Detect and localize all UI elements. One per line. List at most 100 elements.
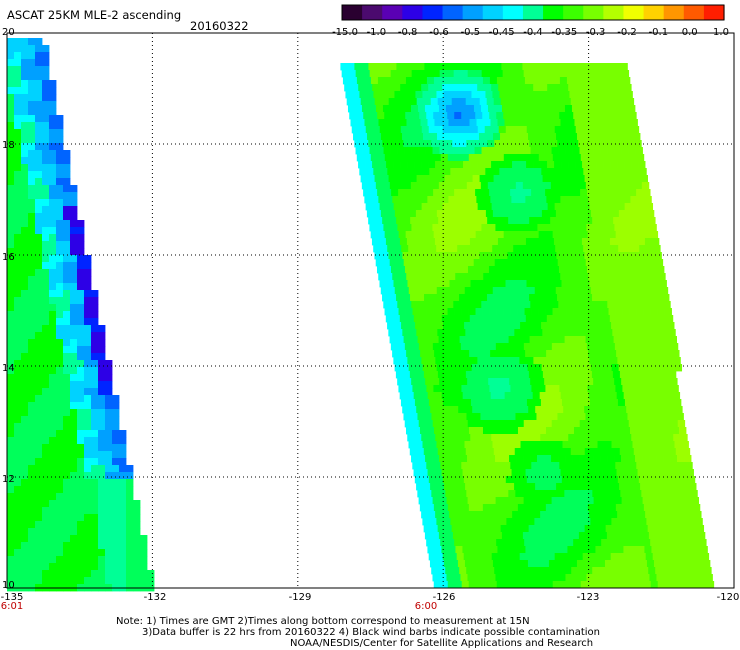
swath-pixel	[70, 416, 78, 424]
swath-pixel	[349, 77, 358, 85]
swath-pixel	[583, 322, 591, 330]
swath-pixel	[429, 287, 438, 295]
swath-pixel	[488, 266, 497, 274]
swath-pixel	[21, 514, 29, 522]
swath-pixel	[467, 343, 476, 351]
swath-pixel	[447, 581, 456, 589]
swath-pixel	[426, 462, 434, 470]
swath-pixel	[691, 574, 699, 582]
swath-pixel	[21, 465, 29, 473]
swath-pixel	[639, 518, 647, 526]
swath-pixel	[467, 455, 475, 463]
swath-pixel	[28, 255, 36, 263]
swath-pixel	[14, 269, 22, 277]
swath-pixel	[84, 318, 92, 326]
swath-pixel	[607, 455, 615, 463]
swath-pixel	[408, 168, 416, 176]
swath-pixel	[589, 553, 598, 561]
swath-pixel	[622, 462, 630, 470]
swath-pixel	[21, 528, 29, 536]
swath-pixel	[510, 581, 519, 589]
swath-pixel	[496, 231, 505, 239]
swath-pixel	[593, 343, 602, 351]
swath-pixel	[84, 353, 92, 361]
swath-pixel	[460, 455, 468, 463]
swath-pixel	[524, 385, 532, 393]
swath-pixel	[49, 129, 57, 137]
swath-pixel	[430, 525, 439, 533]
swath-pixel	[7, 451, 15, 459]
swath-pixel	[505, 84, 513, 92]
swath-pixel	[56, 129, 64, 137]
swath-pixel	[606, 567, 614, 575]
swath-pixel	[604, 210, 613, 218]
swath-pixel	[439, 455, 447, 463]
swath-pixel	[449, 511, 457, 519]
swath-pixel	[70, 479, 78, 487]
swath-pixel	[514, 329, 522, 337]
swath-pixel	[492, 518, 500, 526]
swath-pixel	[441, 392, 450, 400]
swath-pixel	[543, 182, 552, 190]
swath-pixel	[597, 364, 606, 372]
swath-pixel	[528, 406, 536, 414]
swath-pixel	[601, 385, 609, 393]
swath-pixel	[625, 168, 633, 176]
swath-pixel	[594, 462, 602, 470]
swath-pixel	[35, 192, 43, 200]
swath-pixel	[683, 567, 691, 575]
swath-pixel	[84, 430, 92, 438]
swath-pixel	[474, 497, 483, 505]
swath-pixel	[530, 224, 538, 232]
swath-pixel	[49, 220, 57, 228]
swath-pixel	[397, 224, 405, 232]
swath-pixel	[7, 374, 15, 382]
swath-pixel	[355, 70, 364, 78]
swath-pixel	[467, 266, 476, 274]
swath-pixel	[436, 364, 445, 372]
swath-pixel	[596, 399, 605, 407]
swath-pixel	[384, 231, 393, 239]
swath-pixel	[607, 497, 616, 505]
swath-pixel	[585, 532, 594, 540]
swath-pixel	[431, 140, 439, 148]
swath-pixel	[410, 294, 418, 302]
swath-pixel	[42, 416, 50, 424]
swath-pixel	[652, 399, 661, 407]
swath-pixel	[437, 371, 446, 379]
swath-pixel	[563, 252, 571, 260]
swath-pixel	[590, 560, 599, 568]
swath-pixel	[506, 322, 514, 330]
swath-pixel	[580, 427, 589, 435]
swath-pixel	[656, 343, 665, 351]
swath-pixel	[484, 434, 492, 442]
swath-pixel	[443, 518, 451, 526]
swath-pixel	[56, 269, 64, 277]
swath-pixel	[465, 448, 474, 456]
swath-pixel	[362, 70, 371, 78]
swath-pixel	[439, 147, 447, 155]
swath-pixel	[105, 430, 113, 438]
swath-pixel	[7, 549, 15, 557]
swath-pixel	[501, 140, 509, 148]
swath-pixel	[676, 567, 684, 575]
swath-pixel	[413, 469, 421, 477]
swath-pixel	[542, 483, 550, 491]
swath-pixel	[509, 266, 518, 274]
swath-pixel	[667, 518, 675, 526]
swath-pixel	[678, 504, 687, 512]
swath-pixel	[532, 238, 541, 246]
swath-pixel	[634, 182, 643, 190]
swath-pixel	[42, 164, 50, 172]
swath-pixel	[14, 521, 22, 529]
swath-pixel	[361, 182, 370, 190]
swath-pixel	[547, 553, 556, 561]
swath-pixel	[678, 581, 687, 589]
swath-pixel	[56, 577, 64, 585]
swath-pixel	[513, 91, 521, 99]
swath-pixel	[590, 168, 598, 176]
swath-pixel	[496, 308, 504, 316]
swath-pixel	[653, 245, 661, 253]
swath-pixel	[394, 287, 403, 295]
swath-pixel	[28, 101, 36, 109]
